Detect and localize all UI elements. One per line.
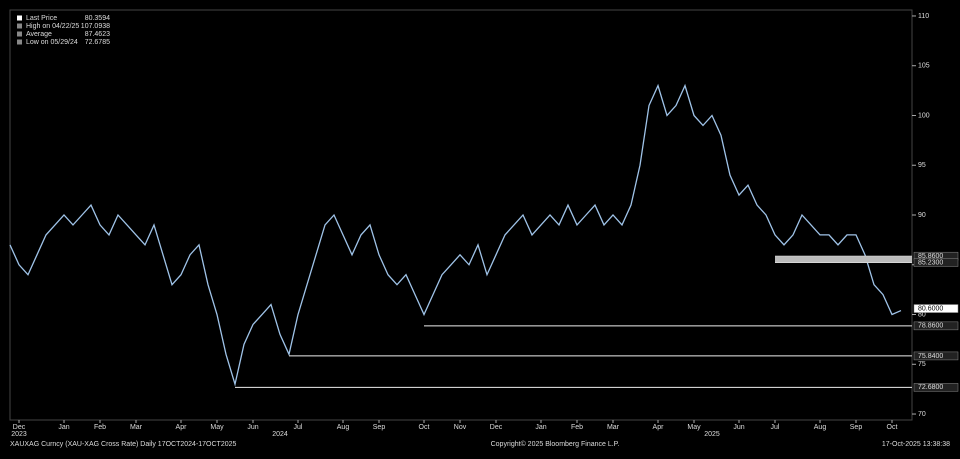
price-line <box>9 83 902 387</box>
x-tick-label: Dec <box>490 424 503 431</box>
footer-right: 17-Oct-2025 13:38:38 <box>882 441 950 448</box>
y-tick-label: 100 <box>918 112 930 119</box>
legend-swatch <box>17 31 22 37</box>
level-label-box <box>913 383 959 392</box>
legend-value: 80.3594 <box>85 15 110 22</box>
x-tick-label: Apr <box>653 424 665 431</box>
level-label: 80.6000 <box>918 305 943 312</box>
x-tick-label: Jul <box>771 424 780 431</box>
x-tick-label: Feb <box>571 424 583 431</box>
x-tick-label: Oct <box>419 424 430 431</box>
year-label: 2023 <box>11 431 27 438</box>
y-tick-label: 105 <box>918 63 930 70</box>
level-label: 72.6800 <box>918 384 943 391</box>
level-label-box <box>913 258 959 267</box>
footer-left: XAUXAG Curncy (XAU-XAG Cross Rate) Daily… <box>10 441 237 448</box>
y-tick-label: 110 <box>918 13 929 20</box>
x-tick-label: Mar <box>130 424 143 431</box>
x-tick-label: May <box>687 424 701 431</box>
x-tick-label: Jan <box>58 424 69 431</box>
y-tick-label: 95 <box>918 162 926 169</box>
level-label-box <box>913 351 959 361</box>
legend-label: High on 04/22/25 <box>26 23 79 30</box>
footer-center: Copyright© 2025 Bloomberg Finance L.P. <box>491 440 620 448</box>
x-tick-label: Jun <box>247 424 258 431</box>
legend-swatch <box>17 15 22 21</box>
x-tick-label: Mar <box>607 424 620 431</box>
x-tick-label: Sep <box>850 424 863 431</box>
x-tick-label: Aug <box>814 424 827 431</box>
x-tick-label: Sep <box>373 424 386 431</box>
level-band <box>775 256 912 263</box>
x-tick-label: Nov <box>454 424 467 431</box>
level-label: 85.2300 <box>918 259 943 266</box>
legend-value: 72.6785 <box>85 39 110 46</box>
x-tick-label: Oct <box>887 424 898 431</box>
x-tick-label: Apr <box>176 424 188 431</box>
level-label: 78.8600 <box>918 323 943 330</box>
legend-value: 87.4623 <box>85 31 110 38</box>
y-tick-label: 70 <box>918 411 926 418</box>
x-tick-label: Jul <box>294 424 303 431</box>
level-label-box <box>913 321 959 331</box>
legend-swatch <box>17 39 22 45</box>
x-tick-label: Feb <box>94 424 106 431</box>
legend-label: Low on 05/29/24 <box>26 39 78 46</box>
y-tick-label: 80 <box>918 311 926 318</box>
x-tick-label: May <box>210 424 224 431</box>
legend-label: Last Price <box>26 15 57 22</box>
legend-swatch <box>17 23 22 29</box>
x-tick-label: Dec <box>13 424 26 431</box>
x-tick-label: Jan <box>535 424 546 431</box>
y-tick-label: 75 <box>918 361 926 368</box>
x-tick-label: Aug <box>337 424 350 431</box>
level-label: 75.8400 <box>918 353 943 360</box>
y-tick-label: 90 <box>918 212 926 219</box>
level-label: 85.8600 <box>918 253 943 260</box>
legend-value: 107.0938 <box>81 23 110 30</box>
legend-label: Average <box>26 31 52 38</box>
x-tick-label: Jun <box>733 424 744 431</box>
level-label-box <box>913 304 959 313</box>
year-label: 2024 <box>272 431 288 438</box>
year-label: 2025 <box>704 431 720 438</box>
